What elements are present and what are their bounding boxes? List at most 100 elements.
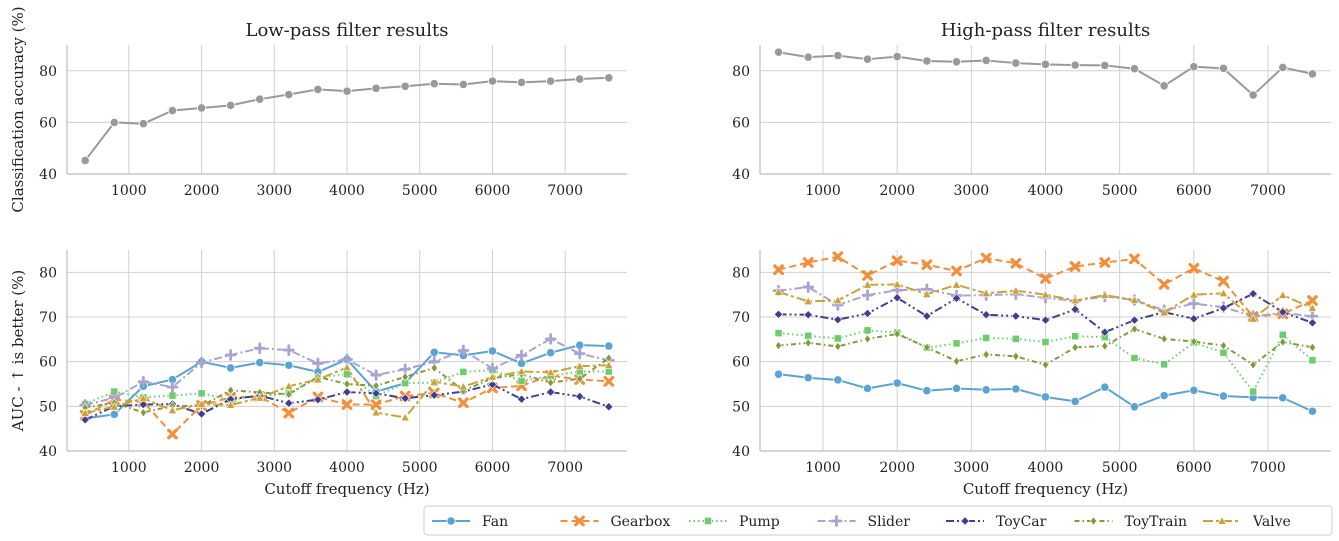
series-toycar-point — [951, 293, 962, 303]
series-accuracy-point — [922, 56, 932, 66]
y-tick-label: 80 — [732, 64, 750, 80]
series-fan-point — [922, 386, 932, 396]
series-accuracy-point — [1070, 60, 1080, 70]
y-tick-label: 60 — [732, 355, 750, 371]
series-accuracy-point — [167, 105, 178, 116]
series-valve-point — [773, 287, 784, 296]
series-toycar-point — [429, 390, 439, 400]
series-fan — [773, 369, 1318, 416]
series-accuracy-point — [487, 76, 498, 86]
series-pump-point — [982, 334, 991, 342]
x-axis-label: Cutoff frequency (Hz) — [264, 480, 429, 498]
legend-swatch-marker — [960, 516, 970, 526]
legend-label: ToyCar — [996, 514, 1047, 530]
series-toytrain-point — [1308, 342, 1316, 353]
series-accuracy-point — [773, 47, 784, 57]
series-fan-point — [1070, 396, 1080, 407]
legend-item-toycar: ToyCar — [946, 514, 1047, 530]
series-toycar-point — [862, 308, 873, 319]
y-tick-label: 80 — [39, 265, 57, 281]
series-toycar-point — [1040, 315, 1051, 325]
series-fan-point — [981, 385, 991, 395]
series-slider-point — [195, 356, 208, 369]
series-pump-point — [833, 334, 842, 343]
series-toycar-point — [1218, 303, 1229, 313]
legend-swatch-marker — [1217, 516, 1227, 525]
series-accuracy-point — [1129, 64, 1140, 74]
series-accuracy-point — [1100, 60, 1110, 70]
series-fan-point — [773, 369, 784, 379]
series-toycar-point — [981, 310, 991, 320]
series-fan-point — [487, 346, 498, 356]
y-tick-label: 40 — [39, 444, 57, 460]
x-tick-label: 2000 — [879, 183, 915, 199]
series-slider-point — [515, 349, 528, 362]
series-valve-point — [1218, 288, 1229, 297]
series-slider-point — [224, 349, 237, 361]
series-slider-point — [166, 381, 179, 393]
series-gearbox-point — [980, 252, 992, 264]
legend-item-gearbox: Gearbox — [560, 514, 670, 530]
series-accuracy — [80, 73, 614, 166]
series-valve-point — [225, 400, 236, 409]
series-toytrain-point — [1190, 336, 1198, 347]
series-slider-point — [312, 357, 324, 370]
series-accuracy-point — [892, 52, 902, 62]
series-toytrain-point — [864, 334, 872, 344]
subplot-title: Low-pass filter results — [245, 20, 448, 41]
series-fan-point — [1278, 393, 1288, 403]
series-valve-point — [545, 367, 556, 377]
y-tick-label: 60 — [39, 355, 57, 371]
series-accuracy-point — [371, 83, 381, 93]
series-toycar-point — [922, 311, 932, 321]
series-toycar-point — [1070, 304, 1080, 315]
series-toycar-point — [371, 388, 381, 399]
y-tick-label: 70 — [732, 310, 750, 326]
series-accuracy-point — [138, 119, 148, 129]
x-tick-label: 7000 — [1250, 460, 1286, 476]
series-slider-point — [486, 362, 499, 375]
x-tick-label: 1000 — [111, 183, 147, 199]
series-valve-point — [951, 280, 962, 289]
series-slider-point — [283, 344, 295, 356]
x-tick-label: 3000 — [256, 183, 292, 199]
y-tick-label: 40 — [732, 167, 750, 183]
series-accuracy-point — [313, 84, 323, 94]
series-toycar-point — [516, 394, 527, 404]
series-fan-point — [1040, 392, 1051, 402]
series-gearbox-point — [1158, 279, 1170, 290]
series-toytrain-point — [1219, 340, 1227, 351]
series-toytrain-point — [1041, 360, 1050, 370]
legend-label: Fan — [482, 514, 508, 530]
series-gearbox-point — [603, 375, 615, 387]
series-fan-point — [1159, 391, 1169, 401]
series-gearbox-point — [773, 264, 784, 276]
series-fan-point — [892, 378, 902, 388]
x-tick-label: 4000 — [329, 183, 365, 199]
legend-item-valve: Valve — [1203, 514, 1291, 530]
series-slider-point — [137, 375, 150, 388]
series-accuracy-point — [1307, 69, 1318, 79]
y-axis-label: AUC - ↑ is better (%) — [9, 270, 27, 432]
series-toycar-point — [575, 391, 585, 402]
series-fan-point — [803, 373, 813, 383]
series-toycar-point — [284, 398, 294, 408]
series-slider-point — [573, 347, 586, 360]
series-accuracy-point — [1248, 90, 1258, 100]
series-gearbox-point — [1307, 295, 1318, 306]
series-valve-point — [313, 374, 323, 384]
series-valve-point — [1307, 303, 1318, 312]
series-valve-point — [196, 399, 207, 408]
series-gearbox-point — [283, 407, 295, 419]
y-tick-label: 40 — [39, 167, 57, 183]
series-toycar-point — [487, 379, 498, 390]
series-toycar-point — [1189, 314, 1199, 324]
series-accuracy-point — [862, 54, 873, 64]
series-toycar-point — [803, 310, 813, 320]
series-toytrain-point — [1071, 342, 1079, 353]
x-tick-label: 2000 — [184, 460, 220, 476]
legend-frame — [423, 505, 1333, 536]
x-tick-label: 6000 — [1176, 183, 1212, 199]
